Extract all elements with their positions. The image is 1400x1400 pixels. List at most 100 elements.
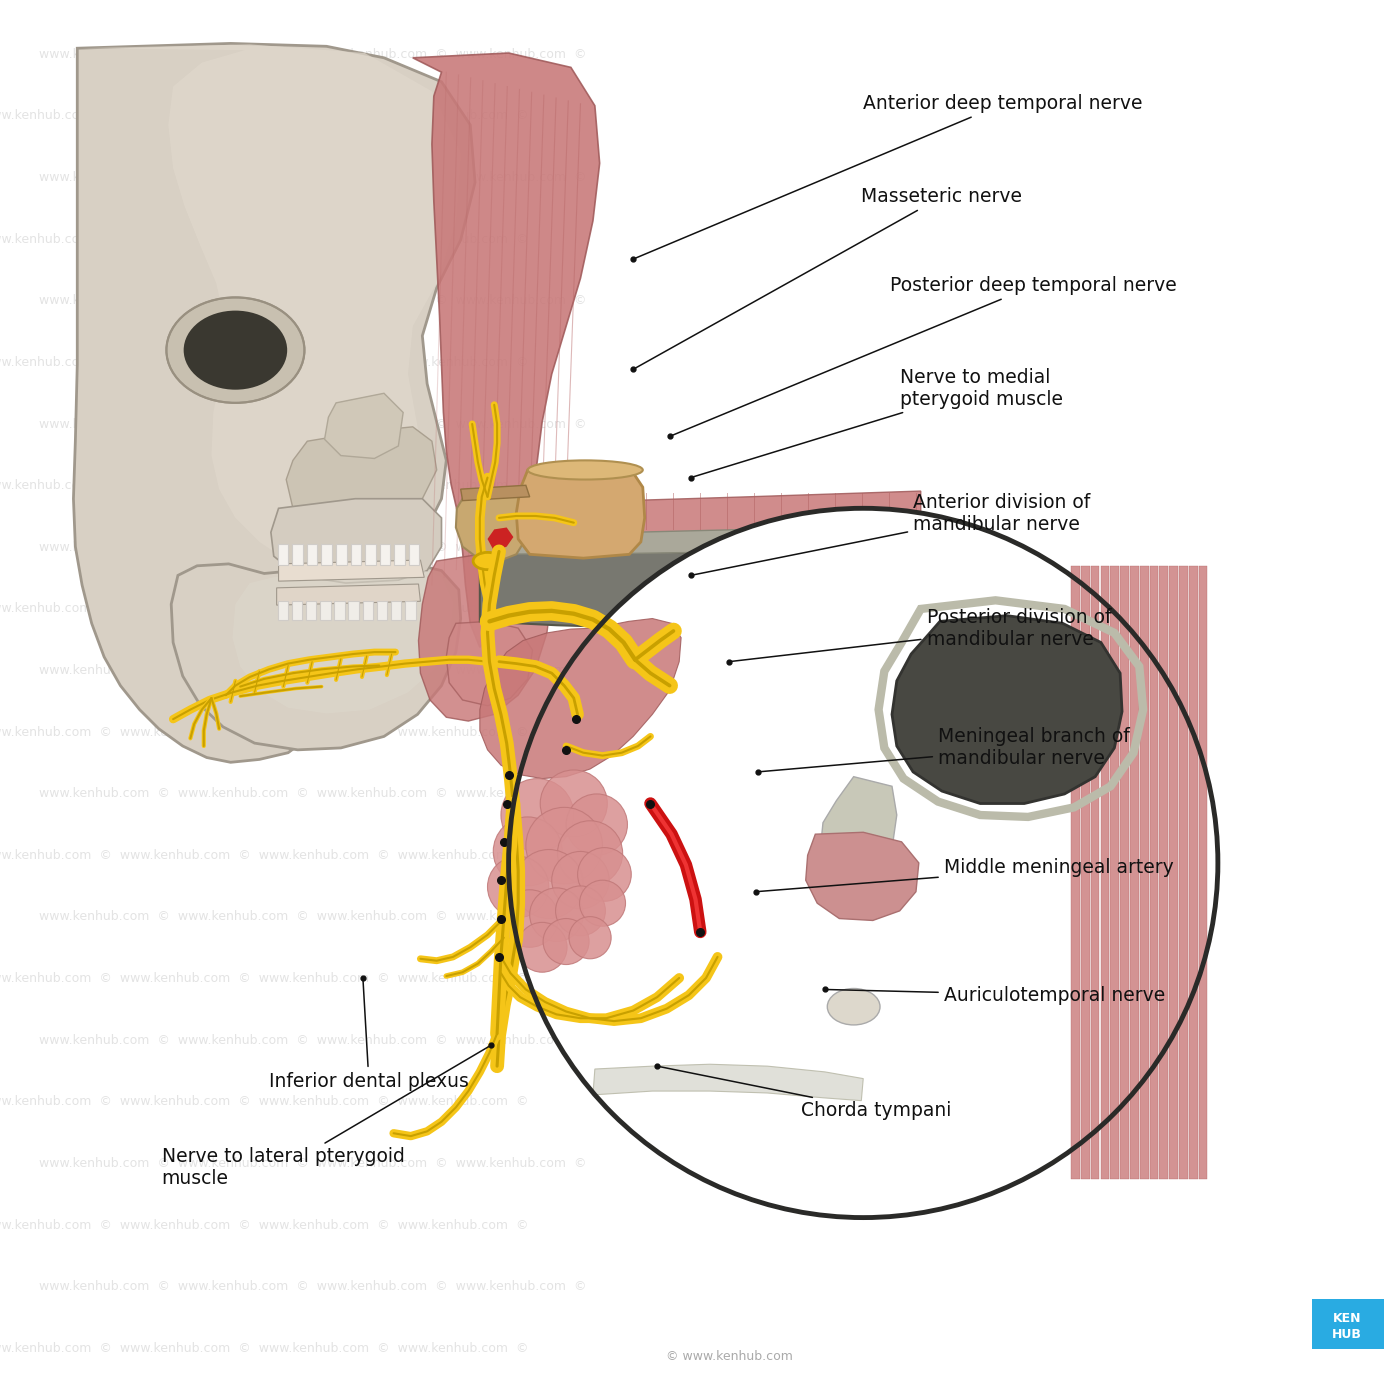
Text: www.kenhub.com  ©  www.kenhub.com  ©  www.kenhub.com  ©  www.kenhub.com  ©: www.kenhub.com © www.kenhub.com © www.ke… [39,664,587,678]
Polygon shape [171,564,461,750]
Bar [291,601,302,620]
Polygon shape [413,53,599,647]
Text: www.kenhub.com  ©  www.kenhub.com  ©  www.kenhub.com  ©  www.kenhub.com  ©: www.kenhub.com © www.kenhub.com © www.ke… [0,479,529,493]
Circle shape [578,847,631,902]
Polygon shape [594,1064,864,1100]
FancyBboxPatch shape [1312,1299,1383,1350]
Bar [277,543,288,564]
Circle shape [540,770,608,837]
Bar [395,543,405,564]
Text: Anterior division of
mandibular nerve: Anterior division of mandibular nerve [693,493,1091,575]
Text: www.kenhub.com  ©  www.kenhub.com  ©  www.kenhub.com  ©  www.kenhub.com  ©: www.kenhub.com © www.kenhub.com © www.ke… [0,109,529,122]
Polygon shape [277,584,420,605]
Bar [336,543,347,564]
Circle shape [501,778,574,851]
Bar [1140,566,1148,1179]
Polygon shape [806,832,918,920]
Polygon shape [475,525,921,554]
Bar [1120,566,1128,1179]
Polygon shape [286,427,437,518]
Text: www.kenhub.com  ©  www.kenhub.com  ©  www.kenhub.com  ©  www.kenhub.com  ©: www.kenhub.com © www.kenhub.com © www.ke… [0,232,529,245]
Text: Inferior dental plexus: Inferior dental plexus [269,981,469,1091]
Bar [1159,566,1168,1179]
Bar [1081,566,1089,1179]
Circle shape [568,917,612,959]
Text: www.kenhub.com  ©  www.kenhub.com  ©  www.kenhub.com  ©  www.kenhub.com  ©: www.kenhub.com © www.kenhub.com © www.ke… [39,1280,587,1294]
Bar [349,601,358,620]
Polygon shape [480,619,682,778]
Ellipse shape [473,553,501,570]
Circle shape [552,851,609,909]
Polygon shape [480,546,921,631]
Polygon shape [447,622,532,706]
Bar [1149,566,1158,1179]
Text: Posterior deep temporal nerve: Posterior deep temporal nerve [672,276,1177,435]
Text: Masseteric nerve: Masseteric nerve [636,188,1022,368]
Polygon shape [487,528,514,552]
Text: www.kenhub.com  ©  www.kenhub.com  ©  www.kenhub.com  ©  www.kenhub.com  ©: www.kenhub.com © www.kenhub.com © www.ke… [39,294,587,307]
Bar [307,543,318,564]
Bar [335,601,344,620]
Bar [321,601,330,620]
Text: www.kenhub.com  ©  www.kenhub.com  ©  www.kenhub.com  ©  www.kenhub.com  ©: www.kenhub.com © www.kenhub.com © www.ke… [39,787,587,801]
Bar [1198,566,1207,1179]
Bar [1169,566,1177,1179]
Bar [363,601,374,620]
Polygon shape [73,43,475,763]
Bar [379,543,391,564]
Bar [1179,566,1187,1179]
Polygon shape [476,491,921,545]
Bar [1110,566,1119,1179]
Polygon shape [270,498,441,582]
Text: www.kenhub.com  ©  www.kenhub.com  ©  www.kenhub.com  ©  www.kenhub.com  ©: www.kenhub.com © www.kenhub.com © www.ke… [0,1095,529,1109]
Ellipse shape [827,988,881,1025]
Text: www.kenhub.com  ©  www.kenhub.com  ©  www.kenhub.com  ©  www.kenhub.com  ©: www.kenhub.com © www.kenhub.com © www.ke… [0,1341,529,1355]
Bar [1100,566,1109,1179]
Circle shape [557,820,623,886]
Bar [350,543,361,564]
Text: www.kenhub.com  ©  www.kenhub.com  ©  www.kenhub.com  ©  www.kenhub.com  ©: www.kenhub.com © www.kenhub.com © www.ke… [39,48,587,60]
Bar [307,601,316,620]
Text: HUB: HUB [1333,1329,1362,1341]
Text: www.kenhub.com  ©  www.kenhub.com  ©  www.kenhub.com  ©  www.kenhub.com  ©: www.kenhub.com © www.kenhub.com © www.ke… [39,171,587,183]
Text: www.kenhub.com  ©  www.kenhub.com  ©  www.kenhub.com  ©  www.kenhub.com  ©: www.kenhub.com © www.kenhub.com © www.ke… [0,602,529,616]
Bar [365,543,375,564]
Text: Chorda tympani: Chorda tympani [659,1067,952,1120]
Text: Meningeal branch of
mandibular nerve: Meningeal branch of mandibular nerve [760,728,1130,771]
Text: Nerve to medial
pterygoid muscle: Nerve to medial pterygoid muscle [693,368,1063,477]
Circle shape [580,881,626,927]
Text: www.kenhub.com  ©  www.kenhub.com  ©  www.kenhub.com  ©  www.kenhub.com  ©: www.kenhub.com © www.kenhub.com © www.ke… [39,1033,587,1047]
Bar [391,601,402,620]
Ellipse shape [167,297,304,403]
Text: www.kenhub.com  ©  www.kenhub.com  ©  www.kenhub.com  ©  www.kenhub.com  ©: www.kenhub.com © www.kenhub.com © www.ke… [39,910,587,924]
Bar [405,601,416,620]
Ellipse shape [528,461,643,480]
Text: www.kenhub.com  ©  www.kenhub.com  ©  www.kenhub.com  ©  www.kenhub.com  ©: www.kenhub.com © www.kenhub.com © www.ke… [39,417,587,431]
Circle shape [517,923,567,972]
Polygon shape [461,486,529,501]
Bar [1189,566,1197,1179]
Text: Auriculotemporal nerve: Auriculotemporal nerve [827,986,1165,1005]
Ellipse shape [183,311,287,389]
Bar [1091,566,1099,1179]
Text: www.kenhub.com  ©  www.kenhub.com  ©  www.kenhub.com  ©  www.kenhub.com  ©: www.kenhub.com © www.kenhub.com © www.ke… [0,725,529,739]
Bar [409,543,420,564]
Text: www.kenhub.com  ©  www.kenhub.com  ©  www.kenhub.com  ©  www.kenhub.com  ©: www.kenhub.com © www.kenhub.com © www.ke… [39,1156,587,1170]
Circle shape [543,918,589,965]
Bar [322,543,332,564]
Circle shape [508,508,1218,1218]
Polygon shape [83,45,461,571]
Text: KEN: KEN [1333,1312,1362,1324]
Bar [1071,566,1079,1179]
Bar [293,543,302,564]
Text: www.kenhub.com  ©  www.kenhub.com  ©  www.kenhub.com  ©  www.kenhub.com  ©: www.kenhub.com © www.kenhub.com © www.ke… [0,1218,529,1232]
Bar [377,601,388,620]
Text: www.kenhub.com  ©  www.kenhub.com  ©  www.kenhub.com  ©  www.kenhub.com  ©: www.kenhub.com © www.kenhub.com © www.ke… [0,848,529,862]
Text: www.kenhub.com  ©  www.kenhub.com  ©  www.kenhub.com  ©  www.kenhub.com  ©: www.kenhub.com © www.kenhub.com © www.ke… [39,540,587,554]
Text: www.kenhub.com  ©  www.kenhub.com  ©  www.kenhub.com  ©  www.kenhub.com  ©: www.kenhub.com © www.kenhub.com © www.ke… [0,356,529,368]
Polygon shape [892,616,1121,804]
Polygon shape [419,552,552,721]
Polygon shape [325,393,403,458]
Text: Nerve to lateral pterygoid
muscle: Nerve to lateral pterygoid muscle [161,1046,489,1189]
Text: © www.kenhub.com: © www.kenhub.com [665,1350,792,1364]
